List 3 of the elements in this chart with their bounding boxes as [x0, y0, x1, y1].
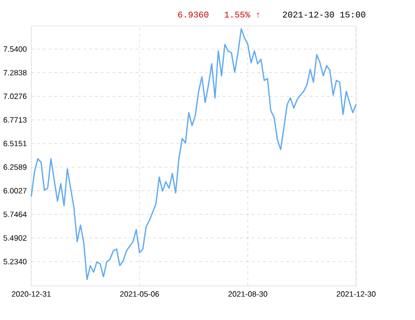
text: 1.55% ↑	[224, 12, 260, 18]
text: 2021-12-30 15:00	[282, 12, 366, 18]
text: 6.9360	[178, 12, 208, 18]
